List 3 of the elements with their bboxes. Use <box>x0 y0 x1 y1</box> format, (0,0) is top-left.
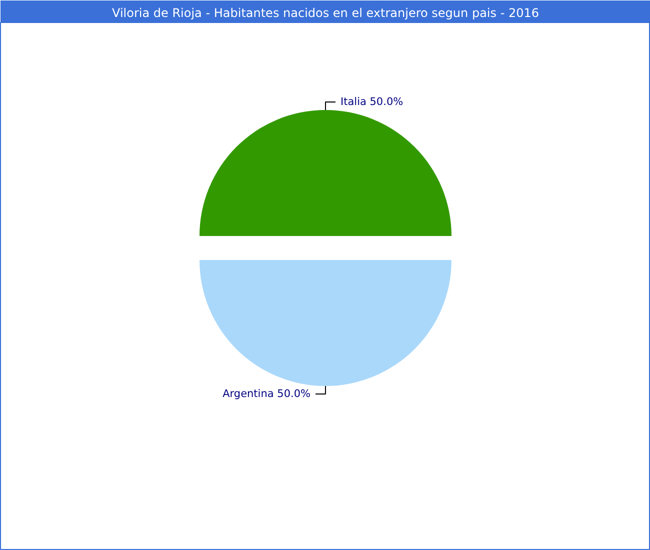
chart-title: Viloria de Rioja - Habitantes nacidos en el extranjero segun pais - 2016 <box>112 6 540 20</box>
slice-label: Argentina 50.0% <box>222 388 311 400</box>
slice-label: Italia 50.0% <box>340 96 404 108</box>
